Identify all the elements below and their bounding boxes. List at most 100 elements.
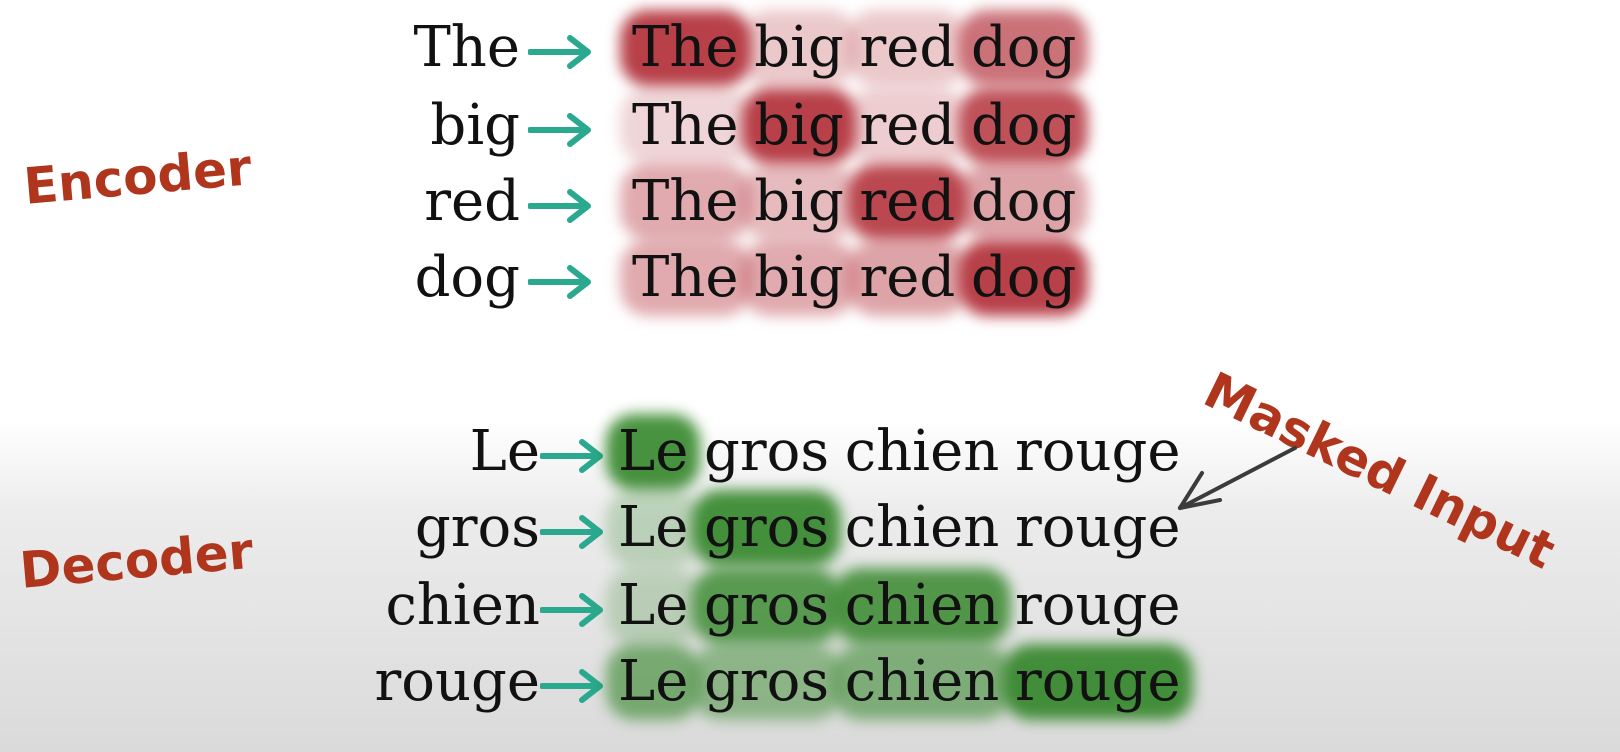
decoder-token-text: Le — [618, 419, 689, 484]
encoder-sentence: The big red dog — [620, 238, 1089, 318]
decoder-token: gros — [692, 642, 842, 722]
right-arrow-icon — [540, 515, 603, 549]
decoder-attention-weight — [692, 490, 842, 566]
encoder-token: big — [742, 8, 856, 88]
decoder-token: chien — [832, 642, 1012, 722]
encoder-attention-weight — [847, 164, 968, 240]
decoder-token-text: chien — [844, 649, 1000, 714]
encoder-attention-weight — [742, 10, 856, 86]
decoder-attention-weight — [606, 568, 701, 644]
decoder-token-text: gros — [704, 495, 830, 560]
decoder-sentence: Le gros chien rouge — [606, 488, 1181, 568]
decoder-token-text: Le — [618, 573, 689, 638]
encoder-token-text: red — [859, 169, 956, 234]
encoder-query-word: The — [413, 15, 520, 80]
encoder-attention-weight — [847, 88, 968, 164]
encoder-attention-weight — [620, 10, 751, 86]
decoder-sentence: Le gros chien rouge — [606, 412, 1181, 492]
right-arrow-icon — [528, 189, 591, 223]
encoder-attention-weight — [742, 240, 856, 316]
decoder-attention-weight — [832, 644, 1012, 720]
decoder-row: Le Le gros chien rouge — [0, 412, 1620, 492]
decoder-query-word: rouge — [374, 649, 540, 714]
decoder-token-text: chien — [844, 495, 1000, 560]
right-arrow-icon — [528, 113, 591, 147]
encoder-sentence: The big red dog — [620, 162, 1089, 242]
encoder-token: dog — [958, 86, 1089, 166]
encoder-token: big — [742, 162, 856, 242]
encoder-token-text: dog — [970, 245, 1077, 310]
right-arrow-icon — [528, 35, 591, 69]
encoder-token-text: The — [632, 93, 739, 158]
decoder-token-text: Le — [618, 649, 689, 714]
encoder-attention-weight — [742, 88, 856, 164]
encoder-sentence: The big red dog — [620, 86, 1089, 166]
decoder-token: Le — [606, 642, 701, 722]
encoder-token-text: big — [754, 169, 844, 234]
decoder-sentence: Le gros chien rouge — [606, 642, 1193, 722]
encoder-row: big The big red dog — [0, 86, 1620, 166]
encoder-token-text: big — [754, 93, 844, 158]
encoder-token-text: big — [754, 245, 844, 310]
encoder-query-word: red — [424, 169, 520, 234]
decoder-token: gros — [692, 566, 842, 646]
decoder-token: gros — [692, 488, 842, 568]
encoder-attention-weight — [958, 10, 1089, 86]
right-arrow-icon — [528, 265, 591, 299]
encoder-token: The — [620, 238, 751, 318]
encoder-token-text: red — [859, 15, 956, 80]
encoder-token: dog — [958, 238, 1089, 318]
encoder-row: dog The big red dog — [0, 238, 1620, 318]
decoder-query-word: gros — [414, 495, 540, 560]
decoder-sentence: Le gros chien rouge — [606, 566, 1181, 646]
encoder-token: big — [742, 238, 856, 318]
decoder-token: rouge — [1015, 412, 1181, 492]
right-arrow-icon — [540, 439, 603, 473]
right-arrow-icon — [540, 669, 603, 703]
encoder-token: The — [620, 162, 751, 242]
encoder-token-text: The — [632, 245, 739, 310]
decoder-row: gros Le gros chien rouge — [0, 488, 1620, 568]
decoder-query-word: Le — [469, 419, 540, 484]
encoder-attention-weight — [620, 240, 751, 316]
encoder-token-text: dog — [970, 93, 1077, 158]
decoder-token-text: gros — [704, 419, 830, 484]
encoder-attention-weight — [742, 164, 856, 240]
encoder-token: red — [847, 162, 968, 242]
decoder-token: chien — [845, 412, 1000, 492]
encoder-token-text: red — [859, 245, 956, 310]
encoder-token: The — [620, 8, 751, 88]
right-arrow-icon — [540, 593, 603, 627]
decoder-token-text: chien — [844, 573, 1000, 638]
decoder-token: rouge — [1015, 488, 1181, 568]
decoder-attention-weight — [832, 568, 1012, 644]
encoder-token: red — [847, 86, 968, 166]
decoder-token-text: rouge — [1014, 573, 1181, 638]
encoder-token: dog — [958, 162, 1089, 242]
encoder-row: red The big red dog — [0, 162, 1620, 242]
decoder-query-word: chien — [385, 573, 540, 638]
encoder-query-word: big — [430, 93, 520, 158]
decoder-token-text: rouge — [1014, 419, 1181, 484]
decoder-token-text: gros — [704, 649, 830, 714]
decoder-attention-weight — [692, 644, 842, 720]
decoder-row: rouge Le gros chien rouge — [0, 642, 1620, 722]
decoder-token-text: rouge — [1014, 649, 1181, 714]
decoder-token: Le — [606, 566, 701, 646]
decoder-attention-weight — [606, 414, 701, 490]
encoder-token-text: The — [632, 169, 739, 234]
decoder-token: chien — [832, 566, 1012, 646]
encoder-token: red — [847, 8, 968, 88]
decoder-token: Le — [606, 488, 701, 568]
encoder-attention-weight — [847, 10, 968, 86]
decoder-token-text: gros — [704, 573, 830, 638]
decoder-token-text: rouge — [1014, 495, 1181, 560]
encoder-row: The The big red dog — [0, 8, 1620, 88]
encoder-token: red — [847, 238, 968, 318]
decoder-attention-weight — [606, 490, 701, 566]
encoder-token-text: big — [754, 15, 844, 80]
encoder-token: dog — [958, 8, 1089, 88]
decoder-token-text: Le — [618, 495, 689, 560]
encoder-token-text: dog — [970, 15, 1077, 80]
decoder-token: gros — [704, 412, 829, 492]
